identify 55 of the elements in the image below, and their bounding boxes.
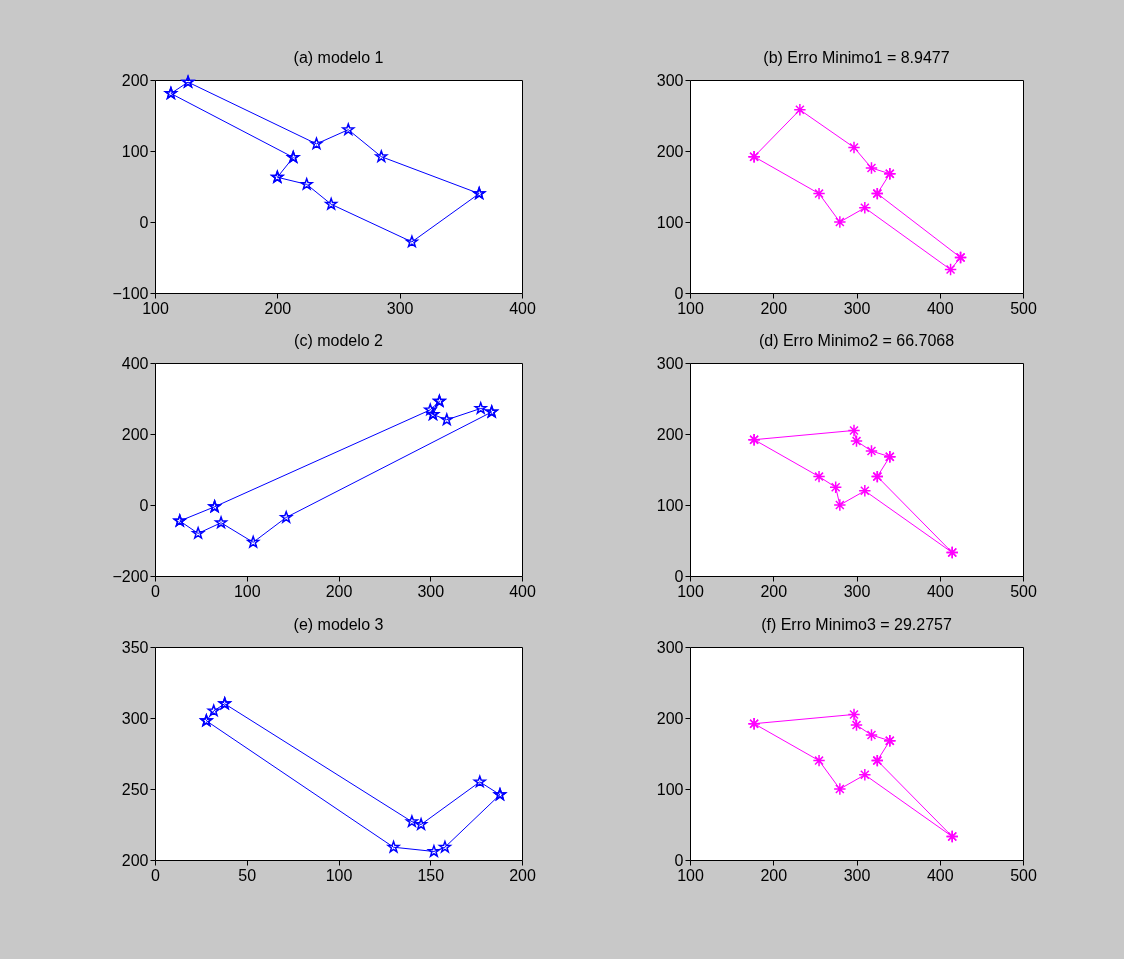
chart-title: (c) modelo 2	[294, 332, 384, 349]
x-tick-label: 300	[417, 582, 445, 600]
x-tick-label: 500	[1010, 582, 1037, 600]
x-tick-label: 300	[843, 866, 871, 884]
y-tick-label: 0	[139, 496, 149, 514]
chart-title: (e) modelo 3	[293, 616, 384, 633]
x-tick-label: 0	[151, 582, 161, 600]
y-tick-label: 200	[656, 709, 684, 727]
y-tick-label: 0	[139, 213, 149, 231]
y-tick-label: 200	[656, 425, 684, 443]
y-tick-label: −200	[112, 567, 149, 585]
chart-title: (b) Erro Minimo1 = 8.9477	[763, 49, 950, 66]
y-tick-label: 100	[121, 142, 149, 160]
x-tick-label: 300	[843, 582, 871, 600]
x-tick-label: 100	[325, 866, 353, 884]
y-tick-label: 200	[656, 142, 684, 160]
y-tick-label: 300	[121, 709, 149, 727]
y-tick-label: 400	[121, 354, 149, 372]
x-tick-label: 300	[386, 299, 414, 317]
y-tick-label: −100	[112, 284, 149, 302]
chart-title: (a) modelo 1	[293, 49, 384, 66]
x-tick-label: 400	[926, 299, 954, 317]
x-tick-label: 200	[760, 866, 788, 884]
y-tick-label: 100	[656, 496, 684, 514]
y-tick-label: 0	[674, 284, 684, 302]
x-tick-label: 400	[926, 866, 954, 884]
x-tick-label: 400	[509, 582, 536, 600]
x-tick-label: 300	[843, 299, 871, 317]
x-tick-label: 50	[238, 866, 257, 884]
x-tick-label: 200	[325, 582, 353, 600]
y-tick-label: 200	[121, 71, 149, 89]
y-tick-label: 100	[656, 213, 684, 231]
y-tick-label: 300	[656, 354, 684, 372]
y-tick-label: 350	[121, 638, 149, 656]
x-tick-label: 100	[233, 582, 261, 600]
y-tick-label: 0	[674, 567, 684, 585]
x-tick-label: 200	[264, 299, 292, 317]
x-tick-label: 400	[509, 299, 536, 317]
x-tick-label: 200	[509, 866, 536, 884]
chart-title: (f) Erro Minimo3 = 29.2757	[761, 616, 952, 633]
y-tick-label: 0	[674, 851, 684, 869]
y-tick-label: 200	[121, 851, 149, 869]
y-tick-label: 100	[656, 780, 684, 798]
x-tick-label: 200	[760, 582, 788, 600]
y-tick-label: 200	[121, 425, 149, 443]
y-tick-label: 300	[656, 71, 684, 89]
y-tick-label: 300	[656, 638, 684, 656]
x-tick-label: 150	[417, 866, 445, 884]
x-tick-label: 500	[1010, 866, 1037, 884]
chart-title: (d) Erro Minimo2 = 66.7068	[758, 332, 955, 349]
x-tick-label: 200	[760, 299, 788, 317]
x-tick-label: 500	[1010, 299, 1037, 317]
y-tick-label: 250	[121, 780, 149, 798]
x-tick-label: 400	[926, 582, 954, 600]
x-tick-label: 0	[151, 866, 161, 884]
